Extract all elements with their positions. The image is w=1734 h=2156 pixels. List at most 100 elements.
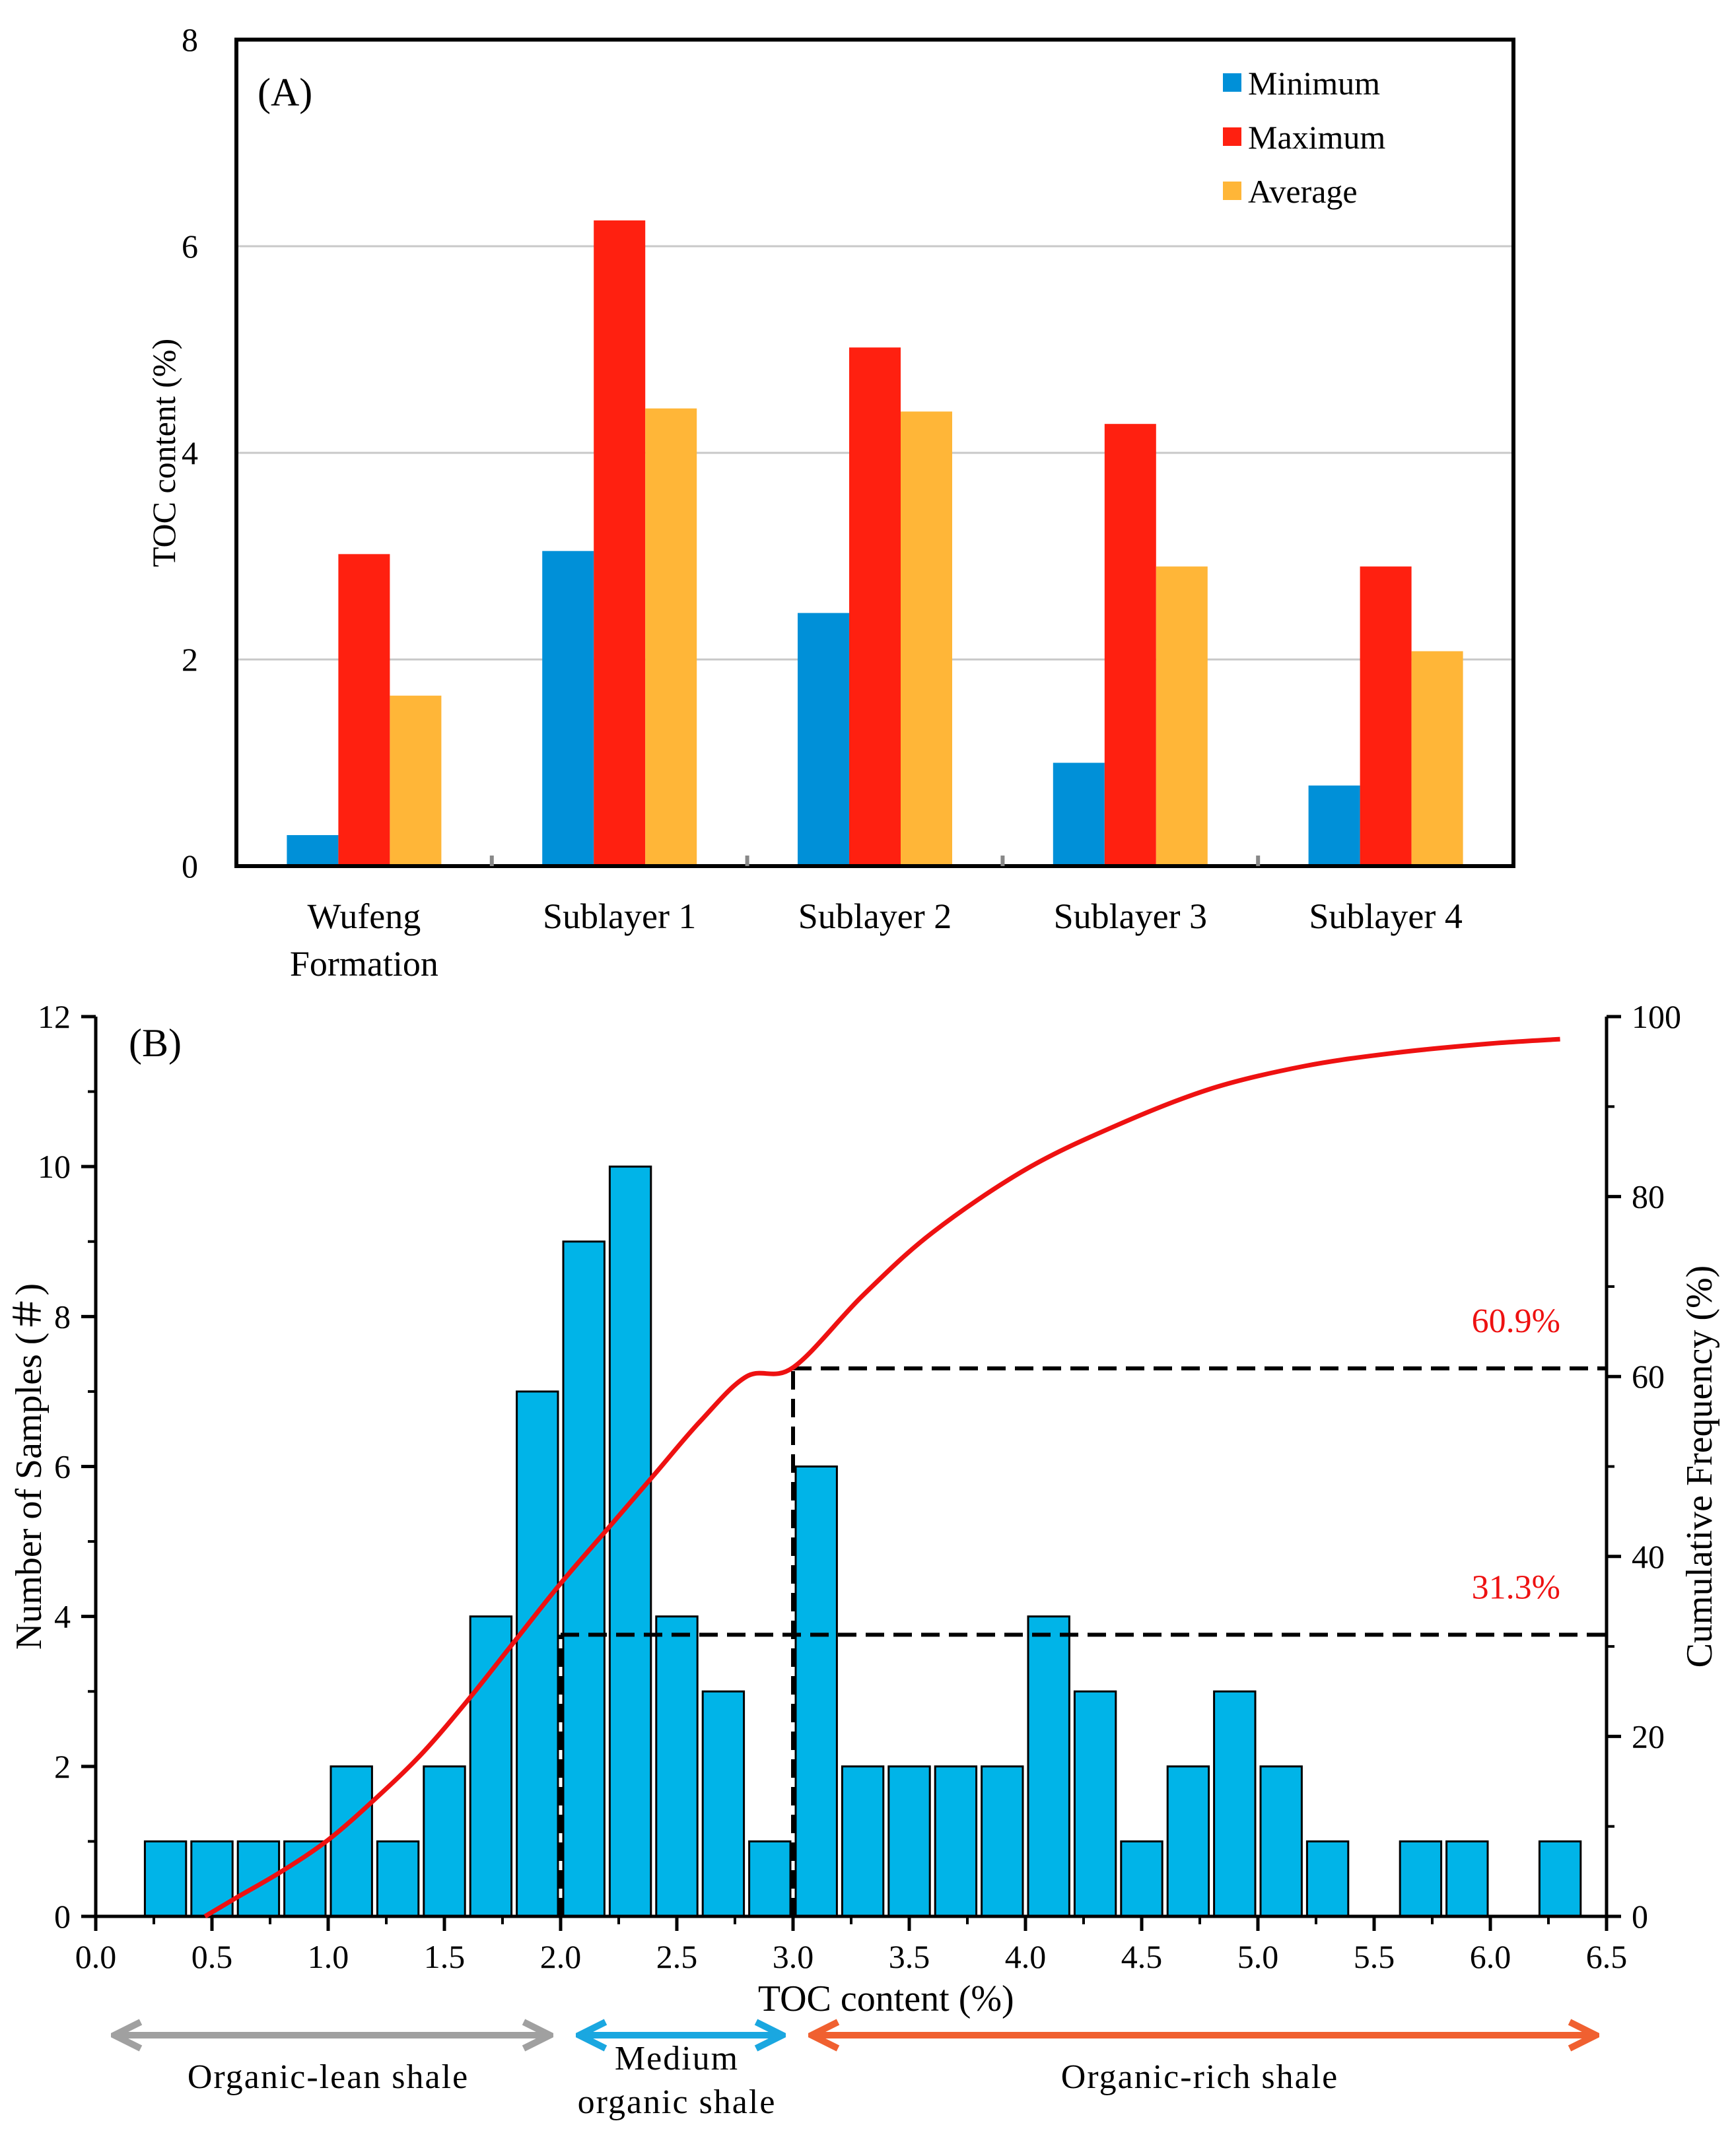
panel-a-y-axis: 0 2 4 6 8 <box>182 21 198 885</box>
panel-b-histogram-bar <box>1166 1765 1210 1918</box>
panel-a-y-tick-label: 6 <box>182 228 198 265</box>
panel-b-histogram-bar <box>934 1765 978 1918</box>
panel-b-histogram-bar <box>423 1765 466 1918</box>
panel-a-x-tick-label: Wufeng <box>308 896 421 936</box>
panel-a-y-tick-label: 2 <box>182 641 198 678</box>
panel-a-bar-minimum <box>542 551 594 866</box>
panel-b-x-tick-label: 0.5 <box>191 1938 233 1975</box>
panel-b-histogram-bar <box>1120 1840 1163 1918</box>
panel-b-x-tick-label: 0.0 <box>75 1938 117 1975</box>
panel-b-histogram-bar <box>655 1615 699 1918</box>
panel-a-bar-maximum <box>1360 566 1412 866</box>
panel-b-histogram-bar <box>1445 1840 1489 1918</box>
panel-b-axes: 0.0 0.5 1.0 1.5 2.0 2.5 3.0 3.5 4.0 4.5 5.0 5.5 6.0 6… <box>38 998 1681 1975</box>
panel-a-bar-minimum <box>798 613 849 866</box>
shale-class-label: Organic-rich shale <box>1061 2058 1339 2096</box>
panel-a-bar-average <box>645 408 697 866</box>
panel-a-bar-minimum <box>287 835 339 866</box>
shale-class-label: Organic-lean shale <box>188 2058 469 2096</box>
panel-a-bar-average <box>390 695 442 866</box>
panel-b-reference-lines: 31.3% 60.9% <box>559 1302 1607 1916</box>
panel-a-x-tick-label: Formation <box>290 944 438 984</box>
panel-b-x-tick-label: 2.5 <box>656 1938 698 1975</box>
panel-a-legend-swatch <box>1223 127 1241 146</box>
panel-b-y-tick-label: 4 <box>54 1598 71 1635</box>
panel-a-x-tick-label: Sublayer 3 <box>1054 896 1207 936</box>
panel-b-y2-tick-label: 40 <box>1632 1538 1665 1575</box>
panel-b-histogram-bar <box>1538 1840 1582 1918</box>
panel-a-bars <box>287 220 1463 866</box>
panel-b-histogram-bar <box>608 1165 652 1918</box>
panel-b-y-tick-label: 8 <box>54 1298 71 1335</box>
panel-a-y-tick-label: 0 <box>182 848 198 885</box>
panel-b-histogram-bar <box>887 1765 931 1918</box>
panel-b-histogram-bar <box>701 1690 746 1918</box>
panel-b-histogram-bar <box>143 1840 188 1918</box>
panel-a-bar-maximum <box>338 554 390 866</box>
panel-b-y-tick-label: 10 <box>38 1148 71 1185</box>
panel-a-bar-minimum <box>1308 785 1360 866</box>
panel-b-histogram: 0.0 0.5 1.0 1.5 2.0 2.5 3.0 3.5 4.0 4.5 5.0 5.5 6.0 6… <box>9 998 1720 2121</box>
panel-b-x-tick-label: 4.0 <box>1005 1938 1047 1975</box>
panel-b-histogram-bar <box>1305 1840 1350 1918</box>
cumulative-frequency-curve <box>203 1036 1560 1919</box>
panel-b-histogram-bar <box>1259 1765 1303 1918</box>
panel-a-bar-minimum <box>1053 762 1105 866</box>
panel-b-y2-tick-label: 100 <box>1632 998 1681 1035</box>
panel-a-plot-frame <box>234 38 1515 868</box>
panel-a-bar-average <box>901 411 952 866</box>
panel-a-bar-maximum <box>1104 424 1156 866</box>
panel-b-histogram-bar <box>562 1240 606 1918</box>
panel-a-legend-swatch <box>1223 73 1241 92</box>
panel-a-bar-maximum <box>849 347 901 866</box>
panel-a-bar-maximum <box>594 220 646 866</box>
panel-b-y-tick-label: 0 <box>54 1898 71 1935</box>
panel-b-reference-label: 60.9% <box>1472 1302 1560 1340</box>
panel-b-histogram-bar <box>1073 1690 1117 1918</box>
panel-a-legend-label: Minimum <box>1248 65 1380 102</box>
panel-b-secondary-y-axis-label: Cumulative Frequency (%) <box>1679 1265 1720 1668</box>
panel-a-y-axis-label: TOC content (%) <box>145 339 182 567</box>
panel-b-x-tick-label: 6.5 <box>1586 1938 1628 1975</box>
panel-b-x-tick-label: 5.0 <box>1237 1938 1279 1975</box>
panel-a-legend-label: Average <box>1248 173 1358 210</box>
panel-b-reference-label: 31.3% <box>1472 1568 1560 1606</box>
panel-b-y-tick-label: 12 <box>38 998 71 1035</box>
panel-a-legend: Minimum Maximum Average <box>1223 65 1385 210</box>
panel-b-histogram-bar <box>841 1765 885 1918</box>
panel-b-x-tick-label: 3.0 <box>773 1938 814 1975</box>
panel-b-histogram-bar <box>469 1615 513 1918</box>
panel-a-bar-average <box>1411 651 1463 866</box>
panel-a-bar-average <box>1156 566 1208 866</box>
panel-a-y-tick-label: 8 <box>182 21 198 58</box>
panel-b-histogram-bar <box>794 1465 838 1918</box>
panel-a-x-tick-label: Sublayer 4 <box>1309 896 1462 936</box>
panel-b-y2-tick-label: 20 <box>1632 1718 1665 1755</box>
shale-classification-arrows: Organic-lean shale Medium organic shale Org… <box>114 2035 1596 2121</box>
panel-b-y-tick-label: 2 <box>54 1748 71 1785</box>
panel-a-x-tick-label: Sublayer 1 <box>543 896 696 936</box>
panel-b-y2-tick-label: 60 <box>1632 1358 1665 1395</box>
panel-b-label: (B) <box>129 1021 182 1065</box>
panel-b-histogram-bar <box>516 1390 559 1918</box>
panel-b-histogram-bar <box>1027 1615 1070 1918</box>
shale-class-label: organic shale <box>578 2083 777 2121</box>
panel-b-x-axis-label: TOC content (%) <box>758 1978 1014 2019</box>
panel-b-bars <box>143 1165 1582 1918</box>
panel-b-y2-tick-label: 0 <box>1632 1898 1648 1935</box>
panel-a-legend-swatch <box>1223 182 1241 200</box>
panel-b-y-tick-label: 6 <box>54 1448 71 1485</box>
panel-b-x-tick-label: 6.0 <box>1470 1938 1511 1975</box>
panel-a-label: (A) <box>258 71 312 114</box>
panel-b-histogram-bar <box>1213 1690 1257 1918</box>
panel-b-histogram-bar <box>748 1840 792 1918</box>
panel-b-y-axis-label: Number of Samples (＃) <box>9 1283 50 1650</box>
panel-b-histogram-bar <box>283 1840 327 1918</box>
panel-b-x-tick-label: 4.5 <box>1121 1938 1163 1975</box>
shale-class-label: Medium <box>615 2040 739 2077</box>
panel-b-x-tick-label: 5.5 <box>1354 1938 1395 1975</box>
panel-b-x-tick-label: 3.5 <box>889 1938 930 1975</box>
panel-b-histogram-bar <box>329 1765 373 1918</box>
panel-a-x-axis: Wufeng Formation Sublayer 1 Sublayer 2 Subla… <box>290 856 1463 984</box>
